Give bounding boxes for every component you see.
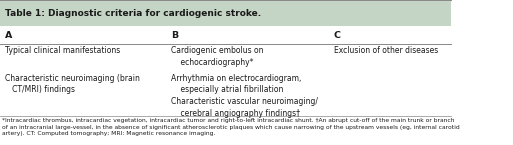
Text: Arrhythmia on electrocardiogram,
    especially atrial fibrillation: Arrhythmia on electrocardiogram, especia… <box>171 74 302 94</box>
Text: Characteristic neuroimaging (brain
   CT/MRI) findings: Characteristic neuroimaging (brain CT/MR… <box>5 74 140 94</box>
Text: Exclusion of other diseases: Exclusion of other diseases <box>333 46 438 55</box>
Text: A: A <box>5 31 12 40</box>
Text: Table 1: Diagnostic criteria for cardiogenic stroke.: Table 1: Diagnostic criteria for cardiog… <box>6 9 262 18</box>
Text: C: C <box>333 31 341 40</box>
FancyBboxPatch shape <box>0 0 451 26</box>
Text: Typical clinical manifestations: Typical clinical manifestations <box>5 46 120 55</box>
Text: Cardiogenic embolus on
    echocardiography*: Cardiogenic embolus on echocardiography* <box>171 46 264 67</box>
Text: B: B <box>171 31 179 40</box>
Text: Characteristic vascular neuroimaging/
    cerebral angiography findings†: Characteristic vascular neuroimaging/ ce… <box>171 97 319 118</box>
Text: *Intracardiac thrombus, intracardiac vegetation, intracardiac tumor and right-to: *Intracardiac thrombus, intracardiac veg… <box>2 118 460 136</box>
